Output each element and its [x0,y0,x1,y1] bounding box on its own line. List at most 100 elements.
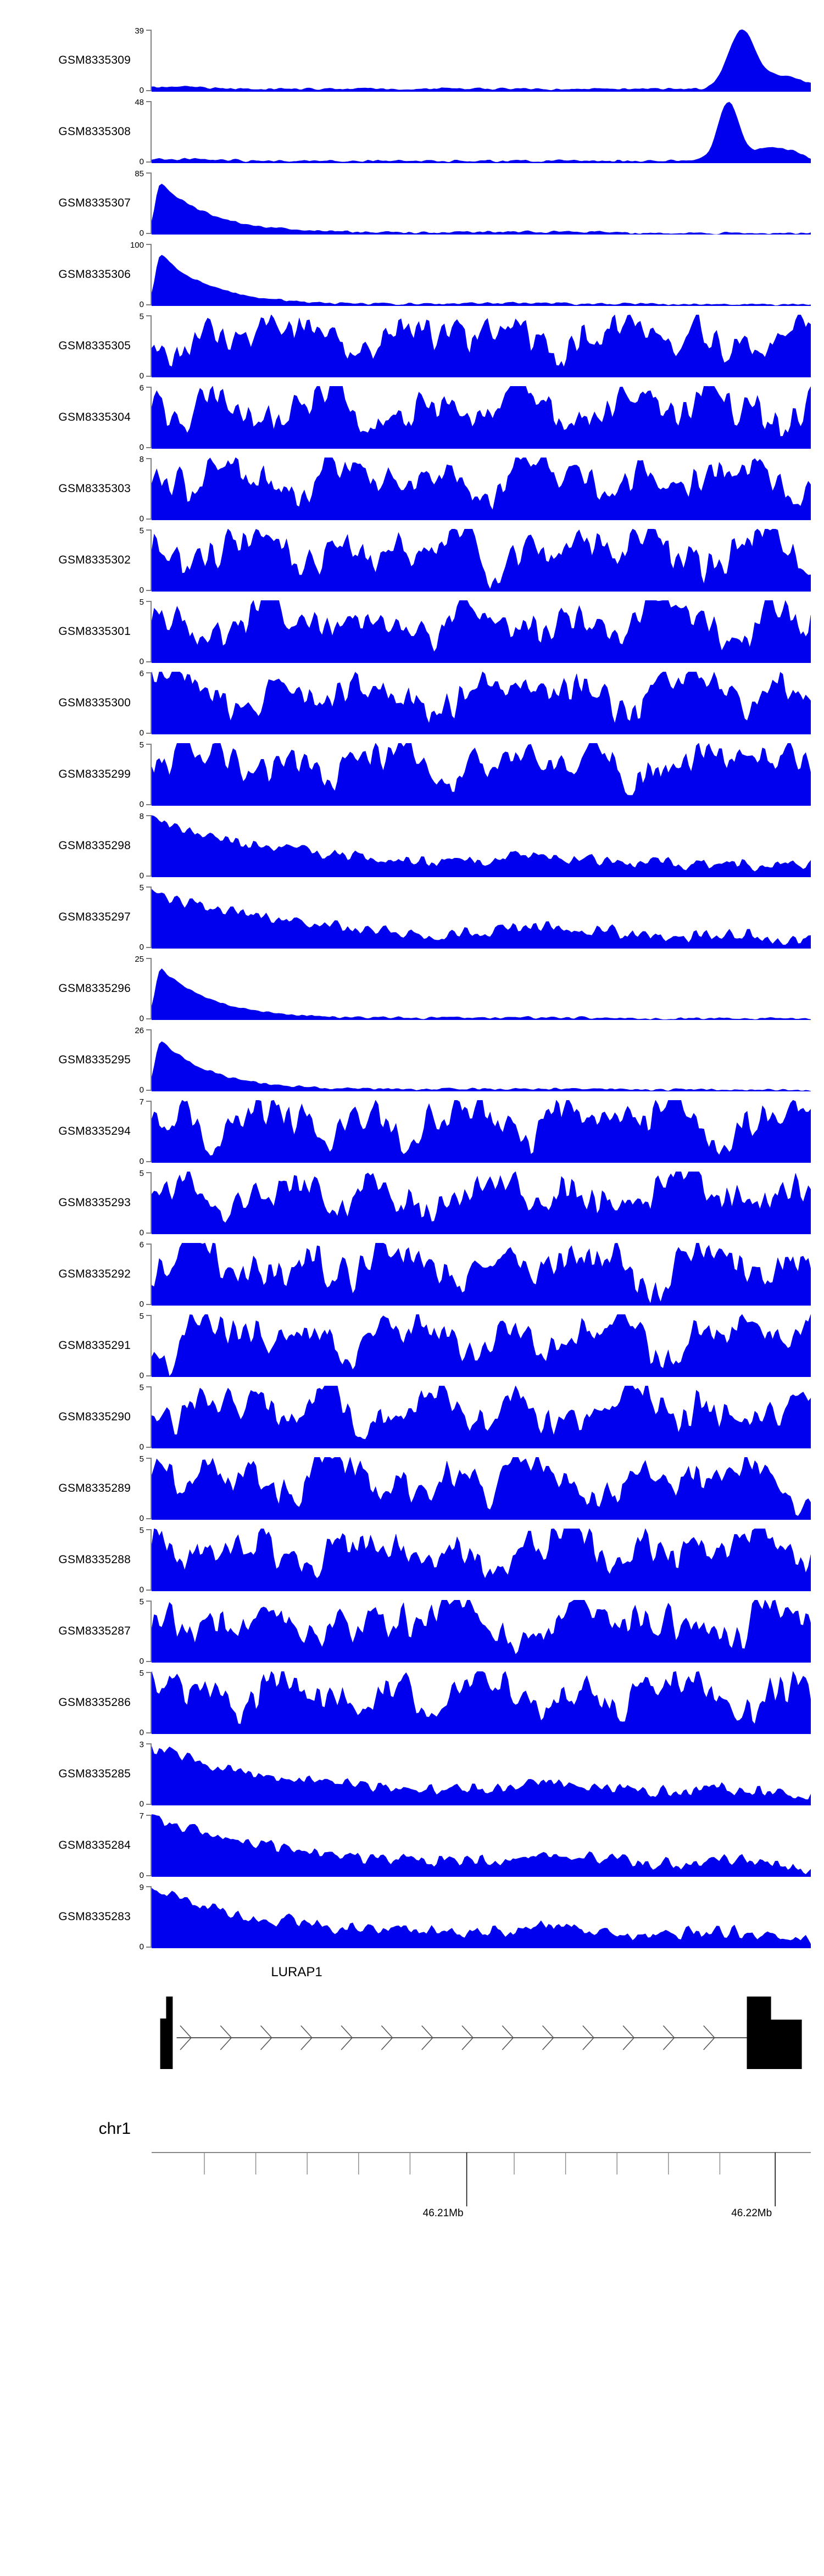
coverage-track-row[interactable]: GSM8335291 5 0 [0,1310,824,1381]
coverage-area-plot[interactable] [152,743,811,806]
genome-axis-svg[interactable]: 46.21Mb 46.22Mb [0,2095,824,2277]
axis-min-label: 0 [139,1799,144,1809]
track-sample-label: GSM8335290 [58,1410,131,1423]
track-sample-label: GSM8335292 [58,1268,131,1280]
coverage-area-plot[interactable] [152,1386,811,1448]
coverage-track-row[interactable]: GSM8335294 7 0 [0,1096,824,1167]
coverage-track-row[interactable]: GSM8335298 8 0 [0,810,824,882]
axis-min-label: 0 [139,86,144,95]
coverage-area-path [152,743,811,806]
axis-min-label: 0 [139,943,144,952]
coverage-area-plot[interactable] [152,1529,811,1591]
coverage-area-plot[interactable] [152,886,811,949]
coverage-area-path [152,1671,811,1734]
coverage-track-row[interactable]: GSM8335304 6 0 [0,382,824,453]
axis-spine [146,172,152,234]
coverage-area-plot[interactable] [152,1671,811,1734]
coverage-track-row[interactable]: GSM8335290 5 0 [0,1381,824,1453]
coverage-area-plot[interactable] [152,243,811,306]
coverage-area-plot[interactable] [152,957,811,1020]
coverage-track-row[interactable]: GSM8335309 39 0 [0,25,824,96]
coverage-area-svg [152,1529,811,1591]
coverage-area-plot[interactable] [152,1314,811,1377]
coverage-area-plot[interactable] [152,672,811,734]
track-sample-label: GSM8335299 [58,768,131,780]
track-y-axis: 25 0 [135,955,152,1023]
coverage-area-path [152,968,811,1020]
gene-model-track[interactable]: LURAP1 [0,1953,824,2095]
axis-min-label: 0 [139,1228,144,1237]
coverage-area-plot[interactable] [152,29,811,92]
coverage-track-row[interactable]: GSM8335284 7 0 [0,1810,824,1881]
strand-arrow-icon [260,2025,272,2050]
coverage-area-path [152,102,811,163]
coverage-track-row[interactable]: GSM8335308 48 0 [0,96,824,168]
track-sample-label: GSM8335296 [58,982,131,995]
track-sample-label: GSM8335295 [58,1053,131,1066]
axis-max-label: 5 [139,1169,144,1178]
coverage-track-row[interactable]: GSM8335305 5 0 [0,310,824,382]
coverage-track-row[interactable]: GSM8335306 100 0 [0,239,824,310]
track-sample-label: GSM8335288 [58,1553,131,1566]
coverage-area-plot[interactable] [152,815,811,877]
coverage-area-path [152,1100,811,1163]
coverage-area-plot[interactable] [152,172,811,235]
coverage-track-row[interactable]: GSM8335283 9 0 [0,1881,824,1953]
track-sample-label: GSM8335294 [58,1125,131,1138]
coverage-track-row[interactable]: GSM8335300 6 0 [0,667,824,739]
coverage-track-row[interactable]: GSM8335299 5 0 [0,739,824,810]
coverage-track-row[interactable]: GSM8335292 6 0 [0,1239,824,1310]
coverage-track-row[interactable]: GSM8335293 5 0 [0,1167,824,1239]
track-y-axis: 39 0 [135,27,152,95]
coverage-area-path [152,672,811,734]
coverage-area-plot[interactable] [152,1814,811,1877]
coverage-area-plot[interactable] [152,386,811,449]
coverage-area-svg [152,1243,811,1306]
coverage-track-row[interactable]: GSM8335307 85 0 [0,168,824,239]
coverage-track-row[interactable]: GSM8335295 26 0 [0,1024,824,1096]
coverage-area-plot[interactable] [152,101,811,163]
exon-right-utr[interactable] [747,2020,802,2069]
coverage-area-svg [152,1314,811,1377]
coverage-track-row[interactable]: GSM8335303 8 0 [0,453,824,525]
genome-axis-track[interactable]: chr1 46.21Mb 46.22Mb [0,2095,824,2277]
coverage-area-path [152,1314,811,1377]
coverage-track-row[interactable]: GSM8335296 25 0 [0,953,824,1024]
coverage-area-plot[interactable] [152,458,811,520]
coverage-track-row[interactable]: GSM8335287 5 0 [0,1596,824,1667]
axis-max-label: 8 [139,812,144,821]
coverage-area-plot[interactable] [152,1457,811,1520]
coverage-area-plot[interactable] [152,529,811,592]
gene-model-svg[interactable] [0,1986,824,2079]
coverage-area-plot[interactable] [152,1029,811,1091]
axis-spine [146,458,152,520]
coverage-area-svg [152,102,811,163]
coverage-track-row[interactable]: GSM8335286 5 0 [0,1667,824,1738]
coverage-track-row[interactable]: GSM8335297 5 0 [0,882,824,953]
coverage-track-row[interactable]: GSM8335301 5 0 [0,596,824,667]
coverage-area-plot[interactable] [152,1743,811,1805]
coverage-area-plot[interactable] [152,1172,811,1234]
coverage-area-plot[interactable] [152,1243,811,1306]
axis-min-label: 0 [139,1085,144,1095]
axis-max-label: 9 [139,1883,144,1892]
coverage-area-plot[interactable] [152,1600,811,1663]
axis-min-label: 0 [139,1728,144,1737]
axis-max-label: 5 [139,1669,144,1678]
coverage-area-path [152,458,811,520]
coverage-track-row[interactable]: GSM8335285 3 0 [0,1738,824,1810]
exon-left-utr[interactable] [160,2019,172,2069]
coverage-track-row[interactable]: GSM8335289 5 0 [0,1453,824,1524]
coverage-area-plot[interactable] [152,1100,811,1163]
coverage-area-plot[interactable] [152,315,811,377]
coverage-track-row[interactable]: GSM8335288 5 0 [0,1524,824,1596]
coverage-area-path [152,1600,811,1663]
coverage-area-plot[interactable] [152,600,811,663]
coverage-track-row[interactable]: GSM8335302 5 0 [0,525,824,596]
coverage-area-plot[interactable] [152,1886,811,1948]
